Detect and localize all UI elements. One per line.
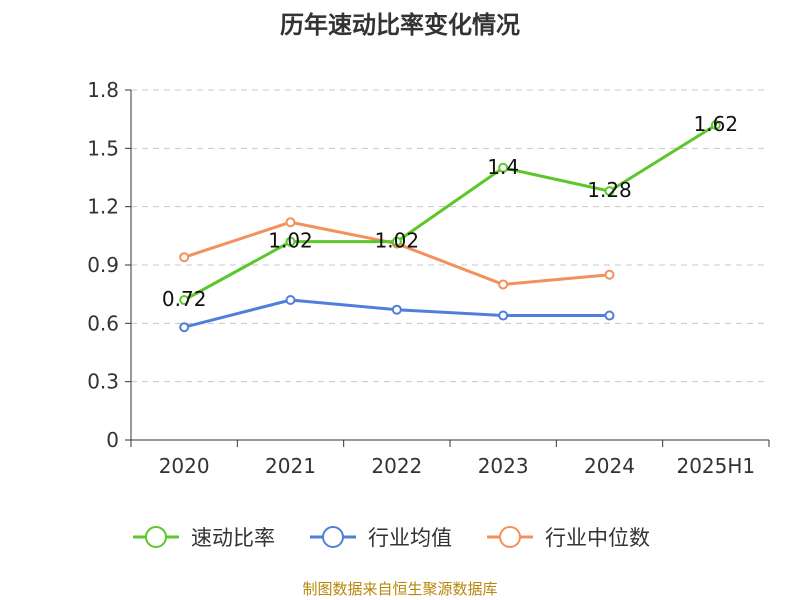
- source-note: 制图数据来自恒生聚源数据库: [302, 580, 497, 598]
- data-point: [391, 236, 402, 247]
- x-tick-label: 2021: [265, 454, 316, 478]
- y-tick-label: 1.2: [87, 195, 119, 219]
- grid-lines: [131, 89, 769, 383]
- x-tick-label: 2020: [159, 454, 210, 478]
- data-point: [285, 295, 296, 305]
- data-point: [604, 269, 615, 280]
- y-tick-label: 0.6: [87, 311, 119, 335]
- data-label: 1.28: [587, 178, 632, 202]
- legend-label: 行业中位数: [545, 526, 650, 550]
- y-tick-label: 1.5: [87, 136, 119, 160]
- data-label: 1.4: [487, 155, 519, 179]
- x-tick-label: 2023: [478, 454, 529, 478]
- data-point: [498, 279, 509, 290]
- data-point: [604, 310, 615, 321]
- legend-item: 速动比率: [133, 526, 275, 550]
- data-label: 1.02: [268, 229, 313, 253]
- data-point: [179, 322, 190, 333]
- data-labels: 0.72 1.02 1.02 1.4 1.28 1.62: [162, 112, 738, 311]
- legend-item: 行业均值: [310, 526, 452, 550]
- y-tick-label: 0.3: [87, 370, 119, 394]
- x-tick-label: 2025H1: [676, 454, 755, 478]
- legend-marker: [499, 526, 521, 548]
- series-1: [179, 295, 615, 333]
- data-point: [391, 304, 402, 315]
- y-tick-label: 0.9: [87, 253, 119, 277]
- x-tick-label: 2022: [371, 454, 422, 478]
- legend-marker: [322, 526, 344, 548]
- chart-title: 历年速动比率变化情况: [280, 11, 520, 39]
- data-point: [710, 120, 721, 130]
- data-point: [179, 295, 190, 305]
- series-line: [183, 123, 717, 302]
- legend: 速动比率 行业均值 行业中位数: [133, 526, 650, 550]
- y-tick-label: 1.8: [87, 78, 119, 102]
- y-tick-label: 0: [106, 428, 119, 452]
- legend-label: 速动比率: [191, 526, 275, 550]
- legend-marker: [145, 526, 167, 548]
- series-layer: [179, 120, 721, 333]
- axes: 0 0.3 0.6 0.9 1.2 1.5 1.8 2020 2021 2022 2023 2024 2…: [87, 78, 770, 478]
- x-tick-label: 2024: [584, 454, 635, 478]
- data-label: 1.02: [375, 229, 420, 253]
- legend-label: 行业均值: [368, 526, 452, 550]
- series-0: [179, 120, 721, 305]
- data-label: 0.72: [162, 287, 207, 311]
- data-point: [498, 162, 509, 173]
- data-point: [285, 217, 296, 228]
- data-point: [604, 186, 615, 197]
- data-point: [498, 310, 509, 321]
- data-label: 1.62: [694, 112, 739, 136]
- data-point: [285, 236, 296, 247]
- legend-item: 行业中位数: [487, 526, 650, 550]
- data-point: [179, 252, 190, 263]
